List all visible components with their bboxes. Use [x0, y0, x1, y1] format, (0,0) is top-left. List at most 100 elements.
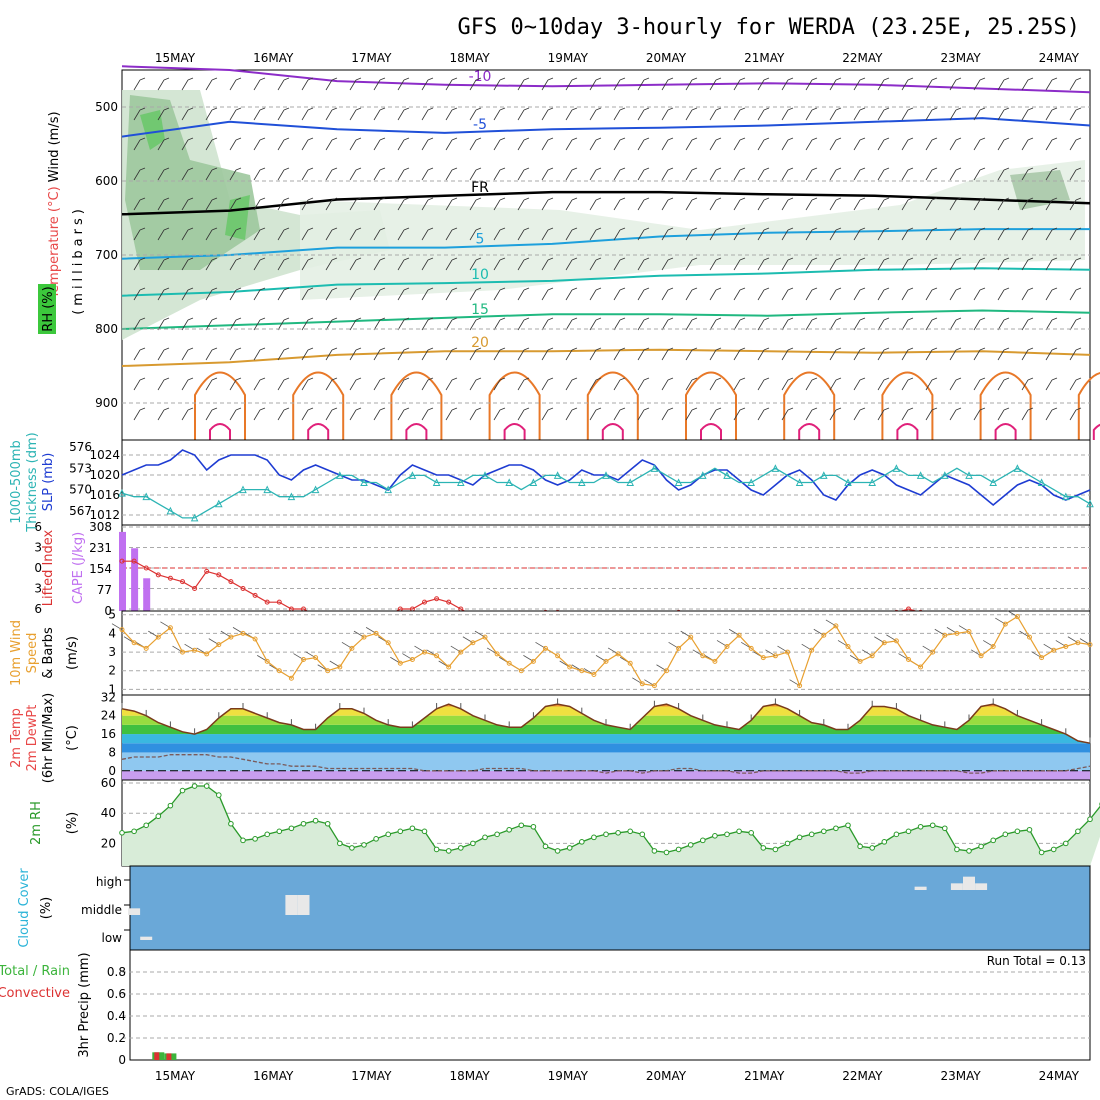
thickness-marker — [1013, 464, 1022, 472]
rh-marker — [990, 837, 997, 844]
wind-barb — [805, 407, 818, 421]
li-tick: 3 — [34, 541, 42, 555]
wind-barb — [157, 317, 170, 331]
rh-marker — [276, 828, 283, 835]
wind-barb — [277, 137, 290, 151]
wind-barb — [589, 227, 602, 241]
wind-barb — [397, 167, 410, 181]
wind-barb — [229, 77, 242, 91]
wind-barb — [493, 377, 506, 391]
wind-barb — [445, 77, 458, 91]
top-date-15MAY: 15MAY — [155, 51, 196, 65]
precip-tick: 0.6 — [107, 987, 126, 1001]
wind-barb — [781, 197, 794, 211]
wind10-label-3: & Barbs — [41, 627, 56, 679]
wind-barb — [949, 167, 962, 181]
rh-marker — [482, 834, 488, 841]
wind-barb — [877, 227, 890, 241]
thickness-marker — [214, 499, 223, 508]
wind-barb — [349, 167, 362, 181]
wind-barb — [997, 197, 1010, 211]
wind-barb — [469, 77, 482, 91]
wind-barb — [181, 377, 194, 391]
cloud-panel-labels: Cloud Cover (%) high middle low — [17, 868, 122, 948]
wind10-marker — [712, 658, 718, 664]
wind-barb — [157, 77, 170, 91]
wind-barb — [133, 257, 146, 271]
wind-barb — [805, 107, 818, 121]
dewpoint-line — [121, 754, 1091, 774]
thickness-tick: 573 — [69, 461, 92, 475]
wind-barb — [709, 347, 722, 361]
wind-barb — [637, 287, 650, 301]
wind-barb — [853, 287, 866, 301]
wind-barb — [1021, 107, 1034, 121]
wind-barb — [469, 197, 482, 211]
wind10-marker — [918, 664, 924, 670]
wind-barb — [997, 317, 1010, 331]
wind-barb — [733, 317, 746, 331]
wind-barb — [325, 77, 338, 91]
millibars-label: (millibars) — [71, 205, 86, 315]
rh-marker — [784, 840, 791, 847]
wind-barb — [469, 257, 482, 271]
wind-barb — [589, 167, 602, 181]
wind-barb — [781, 347, 794, 361]
wind-barb — [1069, 407, 1082, 421]
li-marker — [192, 586, 198, 591]
wind-barb — [805, 287, 818, 301]
wind-barb — [253, 407, 266, 421]
temp2m-label-3: (6hr Min/Max) — [41, 693, 56, 783]
wind-barb — [661, 167, 674, 181]
wind-barb — [133, 137, 146, 151]
rh2m-label-1: 2m RH — [29, 801, 44, 845]
wind10-marker — [422, 649, 427, 655]
wind-barb — [1021, 77, 1034, 91]
wind-barb — [493, 137, 506, 151]
wind-barb — [349, 77, 362, 91]
wind-barb — [157, 107, 170, 121]
li-marker — [264, 599, 270, 605]
wind-barb — [949, 107, 962, 121]
wind-barb — [349, 107, 362, 121]
rh-marker — [845, 822, 851, 829]
wind-barb — [877, 317, 890, 331]
thickness-marker — [940, 471, 949, 479]
wind-barb — [925, 287, 938, 301]
thickness-marker — [360, 478, 368, 486]
wind-barb — [901, 377, 914, 391]
wind-barb — [925, 227, 938, 241]
wind-barb — [253, 317, 266, 331]
wind-tick: 2 — [108, 664, 116, 678]
wind-barb — [565, 287, 578, 301]
li-marker — [131, 558, 137, 564]
credit-label: GrADS: COLA/IGES — [6, 1085, 109, 1098]
wind-barb — [877, 257, 890, 271]
rh-marker — [518, 822, 525, 829]
wind10-label-4: (m/s) — [65, 636, 80, 670]
wind10-marker — [397, 660, 403, 666]
wind-barb — [973, 377, 986, 391]
wind-barb — [469, 347, 482, 361]
wind-barb — [373, 107, 386, 121]
wind10-marker — [506, 660, 512, 666]
temp-tick: 8 — [108, 745, 116, 759]
bottom-date-21MAY: 21MAY — [744, 1069, 785, 1083]
cape-label: CAPE (J/kg) — [71, 532, 86, 604]
wind-barb — [517, 167, 530, 181]
wind-barb — [253, 227, 266, 241]
rh-marker — [881, 839, 888, 845]
wind-barb — [589, 347, 602, 361]
wind10-marker — [555, 653, 561, 659]
thickness-marker — [432, 478, 441, 486]
rh-marker — [954, 846, 960, 853]
li-marker — [228, 579, 234, 585]
wind-barb — [613, 407, 626, 421]
wind10-marker — [676, 645, 682, 651]
wind-barb — [253, 137, 266, 151]
wind-barb — [181, 107, 194, 121]
wind-barb — [709, 257, 722, 271]
wind-barb — [205, 287, 218, 301]
thickness-label-2: Thickness (dm) — [25, 432, 40, 532]
li-marker — [446, 599, 452, 605]
